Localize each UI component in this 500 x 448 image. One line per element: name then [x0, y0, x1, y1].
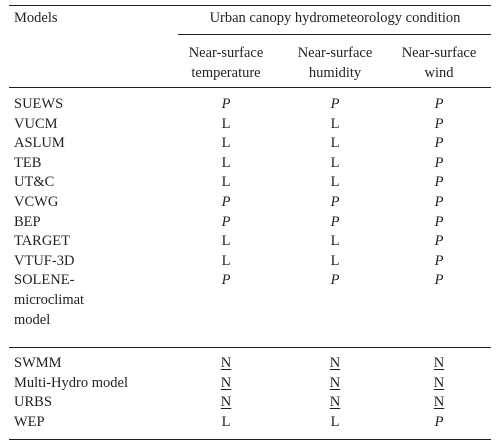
cell-value: N	[329, 355, 341, 371]
column-header-wind-line2: wind	[424, 65, 454, 81]
cell-value: P	[434, 96, 444, 112]
cell-value: P	[330, 194, 340, 210]
cell-value: N	[433, 394, 445, 411]
cell-value: L	[330, 233, 340, 250]
cell-value: P	[221, 213, 231, 230]
cell-value: P	[434, 194, 444, 210]
cell-value: P	[434, 252, 444, 269]
cell-value: P	[434, 272, 444, 289]
cell-value: P	[221, 96, 231, 112]
cell-value: P	[434, 213, 444, 230]
model-name: Multi-Hydro model	[14, 374, 128, 391]
column-header-temperature-line1: Near-surface	[188, 45, 264, 61]
model-name: BEP	[14, 213, 41, 230]
cell-value: P	[330, 272, 340, 289]
cell-value: L	[221, 233, 231, 250]
model-name: ASLUM	[14, 135, 65, 152]
group-header-rule	[178, 34, 491, 35]
cell-value: L	[330, 252, 340, 269]
model-name: VUCM	[14, 115, 58, 132]
cell-value: P	[221, 272, 231, 289]
model-name: TEB	[14, 154, 42, 171]
model-name: SOLENE-	[14, 272, 75, 289]
cell-value: L	[221, 413, 231, 430]
cell-value: P	[221, 194, 231, 210]
cell-value: P	[434, 413, 444, 430]
model-name: model	[14, 311, 51, 328]
cell-value: L	[330, 174, 340, 191]
cell-value: L	[221, 252, 231, 269]
cell-value: N	[329, 394, 341, 411]
column-header-temperature-line2: temperature	[191, 65, 261, 81]
top-rule	[9, 5, 491, 6]
cell-value: N	[433, 355, 445, 371]
cell-value: L	[330, 154, 340, 171]
column-header-humidity-line2: humidity	[308, 65, 362, 81]
cell-value: L	[221, 115, 231, 132]
column-header-wind-line1: Near-surface	[401, 45, 477, 61]
cell-value: L	[221, 135, 231, 152]
cell-value: L	[330, 135, 340, 152]
cell-value: P	[330, 96, 340, 112]
cell-value: L	[330, 413, 340, 430]
model-name: TARGET	[14, 233, 71, 250]
cell-value: P	[434, 115, 444, 132]
model-name: microclimat	[14, 292, 85, 308]
cell-value: N	[220, 394, 232, 411]
model-name: SWMM	[14, 355, 62, 371]
cell-value: P	[434, 135, 444, 152]
cell-value: L	[221, 154, 231, 171]
cell-value: N	[220, 374, 232, 391]
cell-value: P	[434, 233, 444, 250]
models-header: Models	[14, 10, 58, 26]
cell-value: P	[330, 213, 340, 230]
group-separator-rule	[9, 347, 491, 348]
cell-value: N	[220, 355, 232, 371]
model-name: VTUF-3D	[14, 252, 75, 269]
model-name: VCWG	[14, 194, 59, 210]
model-name: UT&C	[14, 174, 55, 191]
cell-value: P	[434, 174, 444, 191]
cell-value: P	[434, 154, 444, 171]
cell-value: N	[433, 374, 445, 391]
condition-group-header: Urban canopy hydrometeorology condition	[209, 10, 461, 26]
cell-value: L	[221, 174, 231, 191]
header-bottom-rule	[9, 87, 491, 88]
bottom-rule	[9, 439, 491, 440]
model-name: URBS	[14, 394, 52, 411]
model-name: SUEWS	[14, 96, 64, 112]
column-header-humidity-line1: Near-surface	[297, 45, 373, 61]
model-name: WEP	[14, 413, 45, 430]
cell-value: L	[330, 115, 340, 132]
cell-value: N	[329, 374, 341, 391]
